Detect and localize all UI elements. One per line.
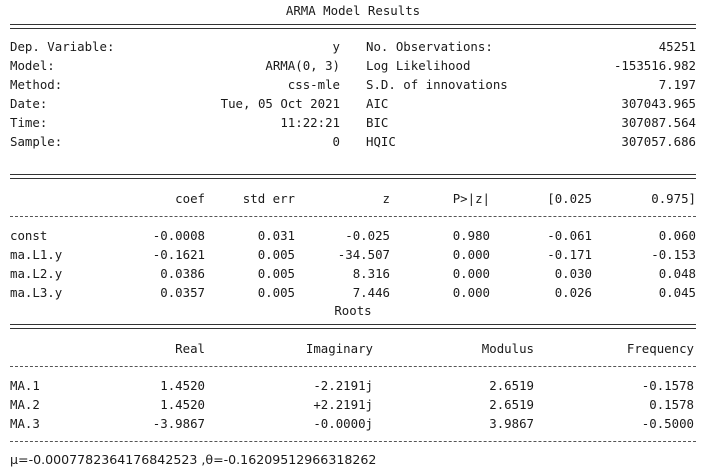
header-left-label: Dep. Variable: xyxy=(10,39,115,54)
header-right-label: AIC xyxy=(366,96,389,111)
header-right-label: No. Observations: xyxy=(366,39,493,54)
header-left-value: y xyxy=(332,39,340,54)
header-left-label: Sample: xyxy=(10,134,63,149)
double-rule xyxy=(10,174,696,179)
coef-cell: 7.446 xyxy=(352,285,390,300)
coef-cell: 0.0386 xyxy=(160,266,205,281)
header-right-value: 307043.965 xyxy=(621,96,696,111)
coef-cell: 0.026 xyxy=(554,285,592,300)
roots-cell: 2.6519 xyxy=(489,378,534,393)
roots-column-header: Real xyxy=(175,341,205,356)
header-left-label: Model: xyxy=(10,58,55,73)
coef-cell: 0.000 xyxy=(452,266,490,281)
coef-cell: 0.005 xyxy=(257,266,295,281)
footer-parameters: μ=-0.0007782364176842523 ,θ=-0.162095129… xyxy=(10,452,377,467)
roots-cell: -2.2191j xyxy=(313,378,373,393)
coef-column-header: [0.025 xyxy=(547,191,592,206)
coef-cell: 0.0357 xyxy=(160,285,205,300)
roots-cell: +2.2191j xyxy=(313,397,373,412)
coef-row-name: ma.L3.y xyxy=(10,285,63,300)
double-rule xyxy=(10,24,696,29)
coef-cell: 0.005 xyxy=(257,247,295,262)
coef-cell: -0.171 xyxy=(547,247,592,262)
header-right-label: BIC xyxy=(366,115,389,130)
coef-cell: 0.000 xyxy=(452,247,490,262)
coef-column-header: z xyxy=(382,191,390,206)
header-right-value: 307087.564 xyxy=(621,115,696,130)
header-right-label: S.D. of innovations xyxy=(366,77,508,92)
coef-column-header: 0.975] xyxy=(651,191,696,206)
coef-cell: -34.507 xyxy=(337,247,390,262)
coef-cell: 0.005 xyxy=(257,285,295,300)
coef-column-header: std err xyxy=(242,191,295,206)
roots-column-header: Frequency xyxy=(626,341,694,356)
roots-title: Roots xyxy=(334,303,372,318)
coef-cell: 0.000 xyxy=(452,285,490,300)
dashed-rule xyxy=(10,441,696,442)
coef-row-name: ma.L1.y xyxy=(10,247,63,262)
roots-cell: 0.1578 xyxy=(649,397,694,412)
coef-column-header: coef xyxy=(175,191,205,206)
coef-cell: 8.316 xyxy=(352,266,390,281)
header-right-value: 307057.686 xyxy=(621,134,696,149)
results-title: ARMA Model Results xyxy=(285,3,421,18)
coef-cell: 0.030 xyxy=(554,266,592,281)
coef-row-name: const xyxy=(10,228,48,243)
header-left-value: ARMA(0, 3) xyxy=(265,58,340,73)
roots-column-header: Modulus xyxy=(481,341,534,356)
header-right-value: 45251 xyxy=(658,39,696,54)
dashed-rule xyxy=(10,216,696,217)
coef-cell: 0.031 xyxy=(257,228,295,243)
coef-cell: 0.980 xyxy=(452,228,490,243)
header-left-value: css-mle xyxy=(287,77,340,92)
coef-column-header: P>|z| xyxy=(452,191,490,206)
coef-cell: -0.0008 xyxy=(152,228,205,243)
roots-cell: 3.9867 xyxy=(489,416,534,431)
roots-cell: -3.9867 xyxy=(152,416,205,431)
roots-column-header: Imaginary xyxy=(305,341,373,356)
coef-cell: -0.061 xyxy=(547,228,592,243)
header-right-value: 7.197 xyxy=(658,77,696,92)
roots-cell: 1.4520 xyxy=(160,378,205,393)
coef-row-name: ma.L2.y xyxy=(10,266,63,281)
coef-cell: -0.1621 xyxy=(152,247,205,262)
roots-cell: -0.5000 xyxy=(641,416,694,431)
coef-cell: -0.025 xyxy=(345,228,390,243)
coef-cell: 0.048 xyxy=(658,266,696,281)
roots-cell: -0.0000j xyxy=(313,416,373,431)
roots-cell: -0.1578 xyxy=(641,378,694,393)
roots-cell: 2.6519 xyxy=(489,397,534,412)
header-right-label: Log Likelihood xyxy=(366,58,471,73)
coef-cell: -0.153 xyxy=(651,247,696,262)
roots-row-name: MA.3 xyxy=(10,416,40,431)
header-right-value: -153516.982 xyxy=(613,58,696,73)
header-right-label: HQIC xyxy=(366,134,396,149)
header-left-label: Date: xyxy=(10,96,48,111)
header-left-value: Tue, 05 Oct 2021 xyxy=(220,96,340,111)
roots-row-name: MA.1 xyxy=(10,378,40,393)
header-left-value: 11:22:21 xyxy=(280,115,340,130)
dashed-rule xyxy=(10,366,696,367)
header-left-value: 0 xyxy=(332,134,340,149)
roots-cell: 1.4520 xyxy=(160,397,205,412)
header-left-label: Method: xyxy=(10,77,63,92)
coef-cell: 0.060 xyxy=(658,228,696,243)
roots-row-name: MA.2 xyxy=(10,397,40,412)
double-rule xyxy=(10,324,696,329)
coef-cell: 0.045 xyxy=(658,285,696,300)
header-left-label: Time: xyxy=(10,115,48,130)
